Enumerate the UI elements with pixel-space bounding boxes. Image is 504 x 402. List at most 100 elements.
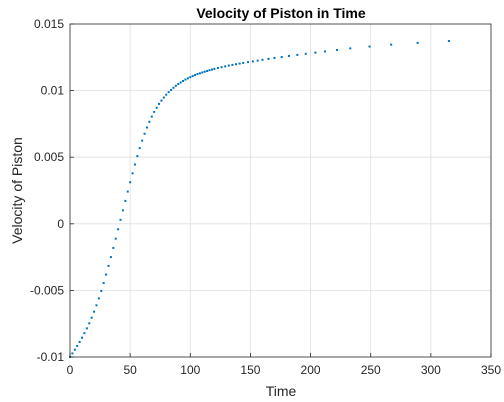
data-point [287, 54, 290, 57]
x-axis-label: Time [266, 383, 297, 399]
data-point [447, 40, 450, 43]
data-point [213, 67, 216, 70]
data-point [234, 63, 237, 66]
data-point [182, 80, 185, 83]
data-point [83, 332, 86, 335]
data-point [131, 172, 134, 175]
data-point [261, 58, 264, 61]
data-point [160, 99, 163, 102]
data-point [256, 59, 259, 62]
data-point [174, 84, 177, 87]
data-points [69, 40, 450, 358]
data-point [198, 72, 201, 75]
axes-box [69, 23, 492, 358]
data-point [189, 76, 192, 79]
data-point [121, 209, 124, 212]
x-tick-label: 200 [301, 363, 321, 377]
data-point [186, 77, 189, 80]
data-point [267, 57, 270, 60]
data-point [124, 199, 127, 202]
data-point [107, 264, 110, 267]
y-tick-label: 0.015 [34, 17, 64, 31]
data-point [97, 297, 100, 300]
data-point [102, 281, 105, 284]
y-tick-label: 0.01 [41, 84, 65, 98]
data-point [105, 273, 108, 276]
data-point [136, 155, 139, 158]
data-point [95, 304, 98, 307]
data-point [296, 53, 299, 56]
data-point [100, 289, 103, 292]
y-tick-label: 0.005 [34, 150, 64, 164]
axis-ticks: 0 50 100 150 200 250 300 350 -0.01 -0.005 0 0.005 0.… [30, 17, 501, 377]
plot-area [70, 24, 491, 357]
chart-title: Velocity of Piston in Time [196, 5, 366, 21]
data-point [117, 228, 120, 231]
y-tick-label: -0.005 [30, 283, 64, 297]
data-point [304, 52, 307, 55]
data-point [158, 102, 161, 105]
data-point [90, 316, 93, 319]
data-point [93, 310, 96, 313]
data-point [231, 63, 234, 66]
data-point [114, 237, 117, 240]
data-point [155, 106, 158, 109]
y-tick-label: -0.01 [37, 350, 65, 364]
y-tick-label: 0 [57, 217, 64, 231]
data-point [129, 181, 132, 184]
data-point [349, 47, 352, 50]
x-tick-label: 300 [421, 363, 441, 377]
data-point [251, 60, 254, 63]
data-point [138, 147, 141, 150]
data-point [78, 340, 81, 343]
data-point [227, 64, 230, 67]
data-point [216, 66, 219, 69]
data-point [148, 120, 151, 123]
data-point [210, 68, 213, 71]
data-point [247, 61, 250, 64]
data-point [172, 86, 175, 89]
data-point [273, 56, 276, 59]
data-point [242, 61, 245, 64]
data-point [109, 256, 112, 259]
x-tick-label: 0 [67, 363, 74, 377]
data-point [153, 110, 156, 113]
data-point [324, 50, 327, 53]
data-point [184, 78, 187, 81]
data-point [314, 51, 317, 54]
x-tick-label: 350 [481, 363, 501, 377]
data-point [143, 132, 146, 135]
x-tick-label: 100 [180, 363, 200, 377]
x-tick-label: 50 [123, 363, 137, 377]
data-point [201, 71, 204, 74]
data-point [177, 83, 180, 86]
data-point [368, 45, 371, 48]
data-point [194, 74, 197, 77]
data-point [150, 115, 153, 118]
data-point [141, 139, 144, 142]
data-point [167, 91, 170, 94]
data-point [191, 75, 194, 78]
x-tick-label: 250 [361, 363, 381, 377]
data-point [196, 73, 199, 76]
data-point [119, 218, 122, 221]
data-point [206, 70, 209, 73]
data-point [224, 65, 227, 68]
data-point [165, 93, 168, 96]
data-point [220, 66, 223, 69]
data-point [81, 336, 84, 339]
data-point [71, 352, 74, 355]
data-point [336, 48, 339, 51]
data-point [133, 163, 136, 166]
data-point [85, 327, 88, 330]
data-point [112, 246, 115, 249]
data-point [170, 88, 173, 91]
x-tick-label: 150 [240, 363, 260, 377]
data-point [238, 62, 241, 65]
grid-lines [70, 24, 491, 357]
data-point [416, 41, 419, 44]
data-point [126, 190, 129, 193]
y-axis-label: Velocity of Piston [9, 137, 25, 244]
data-point [162, 96, 165, 99]
